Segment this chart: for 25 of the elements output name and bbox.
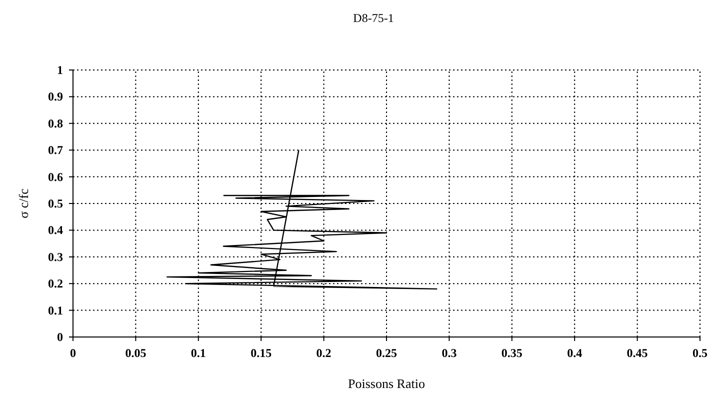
x-tick-label: 0.35 (501, 346, 522, 360)
x-tick-label: 0.3 (442, 346, 457, 360)
x-tick-label: 0.25 (376, 346, 397, 360)
chart-title: D8-75-1 (353, 11, 394, 25)
x-tick-label: 0.5 (692, 346, 708, 360)
y-tick-label: 0.3 (48, 250, 63, 264)
x-tick-label: 0.15 (250, 346, 272, 360)
x-tick-label: 0.2 (316, 346, 332, 360)
y-tick-label: 1 (57, 63, 63, 77)
x-tick-label: 0.45 (626, 346, 648, 360)
y-tick-label: 0.4 (48, 223, 63, 238)
y-tick-label: 0.1 (48, 303, 63, 318)
y-tick-label: 0.7 (48, 143, 63, 158)
y-tick-label: 0 (57, 330, 63, 344)
x-axis-title: Poissons Ratio (348, 376, 425, 391)
y-tick-label: 0.9 (48, 90, 63, 104)
y-axis-title: σ c/fc (16, 188, 31, 218)
y-tick-label: 0.6 (48, 170, 63, 184)
x-tick-label: 0.1 (190, 346, 206, 360)
x-tick-label: 0.05 (125, 346, 146, 360)
y-tick-label: 0.8 (48, 116, 63, 130)
y-tick-label: 0.2 (48, 276, 63, 291)
y-tick-label: 0.5 (48, 196, 63, 210)
x-tick-label: 0 (70, 346, 76, 360)
x-tick-label: 0.4 (567, 346, 582, 360)
